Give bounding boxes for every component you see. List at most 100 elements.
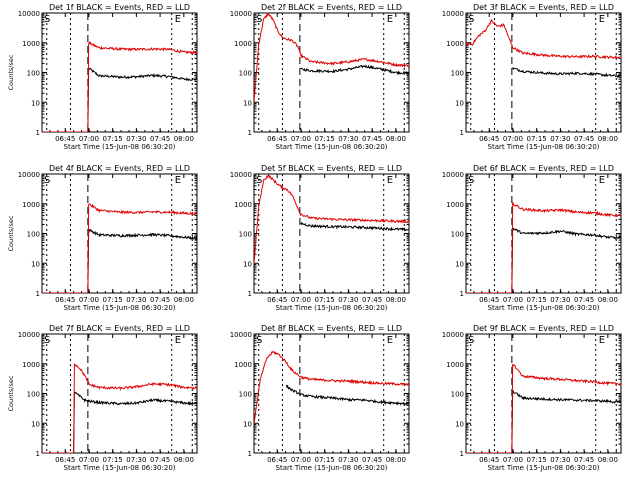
events-series-line <box>466 389 621 453</box>
y-tick-label: 1000 <box>234 40 252 48</box>
x-tick-label: 07:45 <box>574 135 594 143</box>
detector-panel-4: Det 4f BLACK = Events, RED = LLD 1 10 100 10… <box>7 164 198 312</box>
events-series-line <box>42 228 197 293</box>
x-axis-label: Start Time (15-Jun-08 06:30:20) <box>488 143 600 151</box>
panel-title: Det 7f BLACK = Events, RED = LLD <box>49 324 190 333</box>
panel-title: Det 5f BLACK = Events, RED = LLD <box>261 164 402 173</box>
start-marker: S <box>468 175 474 186</box>
start-marker: S <box>44 335 50 346</box>
x-tick-label: 07:30 <box>338 135 358 143</box>
y-tick-label: 1000 <box>446 361 464 369</box>
x-axis-label: Start Time (15-Jun-08 06:30:20) <box>488 464 600 472</box>
y-tick-label: 1 <box>248 450 252 458</box>
y-tick-label: 100 <box>239 231 252 239</box>
y-tick-label: 1 <box>460 290 464 298</box>
x-tick-label: 07:45 <box>150 296 170 304</box>
lld-series-line <box>42 363 197 453</box>
y-tick-label: 10000 <box>230 171 252 179</box>
events-series-line <box>300 221 409 232</box>
x-tick-label: 07:15 <box>527 456 547 464</box>
x-tick-label: 07:45 <box>362 135 382 143</box>
x-tick-label: 07:15 <box>315 135 335 143</box>
events-series-line <box>466 227 621 293</box>
y-tick-label: 1000 <box>446 201 464 209</box>
x-tick-label: 07:30 <box>126 296 146 304</box>
plot-frame <box>253 333 410 454</box>
y-tick-label: 10 <box>31 260 40 268</box>
start-marker: S <box>256 175 262 186</box>
x-tick-label: 08:00 <box>174 135 194 143</box>
x-axis-label: Start Time (15-Jun-08 06:30:20) <box>64 304 176 312</box>
y-tick-label: 1000 <box>446 40 464 48</box>
x-tick-label: 07:45 <box>362 296 382 304</box>
x-tick-label: 06:45 <box>267 456 287 464</box>
detector-panel-2: Det 2f BLACK = Events, RED = LLD 1 10 100 10… <box>230 3 410 151</box>
x-axis-label: Start Time (15-Jun-08 06:30:20) <box>488 304 600 312</box>
end-marker: E <box>599 175 605 186</box>
x-tick-label: 08:00 <box>598 296 618 304</box>
x-tick-label: 08:00 <box>386 135 406 143</box>
x-tick-label: 07:45 <box>150 135 170 143</box>
x-tick-label: 07:00 <box>79 135 99 143</box>
x-tick-label: 07:30 <box>338 456 358 464</box>
plot-frame <box>41 12 198 133</box>
x-tick-label: 06:45 <box>479 135 499 143</box>
y-tick-label: 100 <box>451 231 464 239</box>
x-tick-label: 07:45 <box>574 296 594 304</box>
x-tick-label: 08:00 <box>386 456 406 464</box>
panel-title: Det 6f BLACK = Events, RED = LLD <box>473 164 614 173</box>
x-tick-label: 07:15 <box>315 296 335 304</box>
y-tick-label: 10 <box>455 99 464 107</box>
end-marker: E <box>387 335 393 346</box>
end-marker: E <box>175 335 181 346</box>
plot-area <box>42 363 197 453</box>
lld-series-line <box>254 13 409 103</box>
lld-series-line <box>42 40 197 132</box>
y-tick-label: 1000 <box>22 201 40 209</box>
start-marker: S <box>468 14 474 25</box>
plot-frame <box>41 173 198 294</box>
y-tick-label: 100 <box>451 391 464 399</box>
x-tick-label: 07:00 <box>503 296 523 304</box>
x-tick-label: 07:00 <box>79 456 99 464</box>
panel-title: Det 1f BLACK = Events, RED = LLD <box>49 3 190 12</box>
panel-title: Det 4f BLACK = Events, RED = LLD <box>49 164 190 173</box>
y-tick-label: 100 <box>27 231 40 239</box>
y-tick-label: 1 <box>460 129 464 137</box>
y-axis-label: Counts/sec <box>7 375 15 411</box>
y-axis-label: Counts/sec <box>7 54 15 90</box>
plot-frame <box>253 173 410 294</box>
detector-panel-6: Det 6f BLACK = Events, RED = LLD 1 10 100 10… <box>442 164 622 312</box>
end-marker: E <box>387 175 393 186</box>
y-tick-label: 1000 <box>22 40 40 48</box>
x-tick-label: 07:30 <box>550 456 570 464</box>
y-tick-label: 10000 <box>230 10 252 18</box>
x-tick-label: 06:45 <box>55 296 75 304</box>
start-marker: S <box>468 335 474 346</box>
detector-panel-1: Det 1f BLACK = Events, RED = LLD 1 10 100 10… <box>7 3 198 151</box>
x-tick-label: 06:45 <box>479 456 499 464</box>
end-marker: E <box>175 14 181 25</box>
detector-panel-5: Det 5f BLACK = Events, RED = LLD 1 10 100 10… <box>230 164 410 312</box>
x-tick-label: 07:00 <box>79 296 99 304</box>
y-tick-label: 10 <box>243 420 252 428</box>
plot-area <box>254 13 409 103</box>
start-marker: S <box>44 175 50 186</box>
x-tick-label: 06:45 <box>267 135 287 143</box>
y-tick-label: 1 <box>36 290 40 298</box>
plot-area <box>42 40 197 132</box>
y-tick-label: 100 <box>27 70 40 78</box>
lld-series-line <box>254 350 409 424</box>
x-tick-label: 06:45 <box>55 135 75 143</box>
y-tick-label: 10 <box>455 260 464 268</box>
x-tick-label: 07:30 <box>126 135 146 143</box>
y-tick-label: 10000 <box>230 331 252 339</box>
y-tick-label: 1 <box>36 129 40 137</box>
x-tick-label: 07:45 <box>150 456 170 464</box>
y-tick-label: 10 <box>455 420 464 428</box>
y-tick-label: 10000 <box>442 10 464 18</box>
y-tick-label: 1000 <box>234 201 252 209</box>
x-tick-label: 07:45 <box>362 456 382 464</box>
x-tick-label: 06:45 <box>479 296 499 304</box>
y-tick-label: 10000 <box>18 331 40 339</box>
